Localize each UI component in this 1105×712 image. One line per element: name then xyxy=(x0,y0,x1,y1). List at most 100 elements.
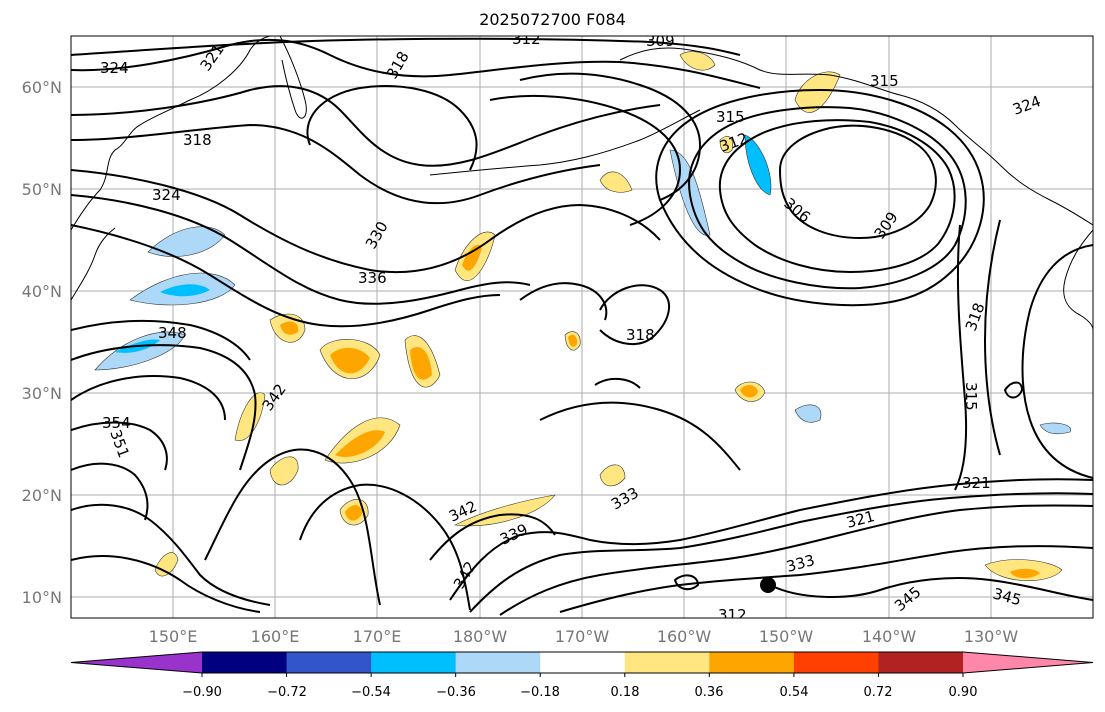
contour-line xyxy=(539,401,741,471)
contour-label: 330 xyxy=(362,218,392,252)
colorbar-segment xyxy=(540,652,626,673)
coastline-alaska xyxy=(619,47,1093,226)
yellow-shade xyxy=(269,456,299,486)
orange-shade xyxy=(330,347,370,374)
map-frame xyxy=(70,35,1094,619)
contour-line xyxy=(1003,381,1024,399)
contour-line xyxy=(71,462,149,521)
colorbar-tick-label: 0.54 xyxy=(780,685,809,700)
colorbar-segment xyxy=(709,652,795,673)
contour-line xyxy=(519,72,702,201)
blue-shade xyxy=(1039,422,1072,435)
yellow-shade xyxy=(794,71,841,113)
lat-label: 30°N xyxy=(22,384,62,403)
colorbar-tick-label: −0.90 xyxy=(182,685,222,700)
contour-line xyxy=(519,282,608,321)
orange-shade xyxy=(335,430,385,458)
contour-line xyxy=(71,224,501,328)
yellow-shade xyxy=(719,136,733,153)
colorbar-tick-label: 0.72 xyxy=(864,685,893,700)
contour-label: 309 xyxy=(646,32,675,50)
coastline-japan xyxy=(71,227,116,301)
coastlines xyxy=(71,36,1093,331)
coastline-kamchatka xyxy=(279,36,307,119)
lon-label: 170°E xyxy=(353,627,402,646)
contour-line xyxy=(489,94,682,226)
yellow-shade xyxy=(679,51,716,71)
colorbar-tick-label: −0.36 xyxy=(436,685,476,700)
contour-label: 324 xyxy=(1010,92,1043,119)
lon-labels: 150°E 160°E 170°E 180°W 170°W 160°W 150°… xyxy=(149,627,1019,646)
contour-label: 354 xyxy=(102,414,131,432)
colorbar-tick-labels: −0.90 −0.72 −0.54 −0.36 −0.18 0.18 0.36 … xyxy=(182,685,977,700)
contour-label: 333 xyxy=(608,484,642,514)
contour-label: 348 xyxy=(158,324,187,342)
orange-shade xyxy=(1010,568,1040,579)
orange-shade xyxy=(345,505,362,521)
lat-labels: 60°N 50°N 40°N 30°N 20°N 10°N xyxy=(22,78,62,607)
contour-line xyxy=(71,85,661,167)
contour-label: 342 xyxy=(259,381,290,415)
lat-label: 50°N xyxy=(22,180,62,199)
colorbar-segment xyxy=(371,652,457,673)
colorbar-tick-label: −0.18 xyxy=(520,685,560,700)
contour-label: 318 xyxy=(383,48,413,82)
colorbar-segment xyxy=(286,652,372,673)
lat-label: 60°N xyxy=(22,78,62,97)
contour-line xyxy=(71,375,226,421)
contour-line xyxy=(499,504,1093,616)
contour-line xyxy=(299,483,471,611)
contour-line xyxy=(449,478,1093,601)
contour-label: 324 xyxy=(100,59,129,77)
point-marker xyxy=(760,577,776,593)
contour-line xyxy=(599,284,670,346)
contour-label: 345 xyxy=(891,583,925,615)
contour-line xyxy=(655,88,985,307)
contour-label: 351 xyxy=(106,427,133,460)
colorbar-segment xyxy=(793,652,879,673)
contour-line xyxy=(429,513,556,561)
contour-label: 315 xyxy=(716,108,745,126)
lon-label: 130°W xyxy=(964,627,1019,646)
contour-label: 318 xyxy=(626,326,655,344)
colorbar-extension-high xyxy=(963,652,1093,673)
contour-label: 342 xyxy=(450,558,480,592)
contour-label: 312 xyxy=(512,30,541,48)
colorbar-extension-low xyxy=(71,652,202,673)
contour-line xyxy=(71,421,168,471)
contour-label: 312 xyxy=(717,129,750,156)
contour-label: 315 xyxy=(962,382,980,411)
contour-line xyxy=(204,448,381,606)
lon-label: 140°W xyxy=(862,627,917,646)
contour-line xyxy=(71,194,531,305)
lon-label: 180°W xyxy=(453,627,508,646)
contour-line xyxy=(559,545,1093,613)
contour-label: 336 xyxy=(358,269,387,287)
contour-line xyxy=(778,124,937,240)
contour-label: 321 xyxy=(962,474,991,492)
yellow-shade xyxy=(454,494,556,527)
lat-label: 10°N xyxy=(22,588,62,607)
contour-line xyxy=(71,38,761,89)
contour-line xyxy=(718,119,956,274)
lat-label: 40°N xyxy=(22,282,62,301)
contour-label: 315 xyxy=(870,72,899,90)
contour-line xyxy=(71,319,251,361)
contour-line xyxy=(469,492,1093,613)
blue-shade xyxy=(794,404,822,423)
contour-line xyxy=(306,85,478,171)
contour-line xyxy=(769,577,1093,601)
contour-line xyxy=(954,224,968,491)
lon-label: 170°W xyxy=(555,627,610,646)
contour-line xyxy=(71,344,257,471)
contour-label: 339 xyxy=(497,520,531,548)
lat-label: 20°N xyxy=(22,486,62,505)
coastline-aleutians xyxy=(429,109,701,176)
map-title: 2025072700 F084 xyxy=(479,10,626,29)
colorbar-tick-label: 0.36 xyxy=(695,685,724,700)
contour-line xyxy=(594,377,641,389)
colorbar-segment xyxy=(878,652,964,673)
colorbar xyxy=(70,651,1094,677)
contour-line xyxy=(983,219,1001,456)
